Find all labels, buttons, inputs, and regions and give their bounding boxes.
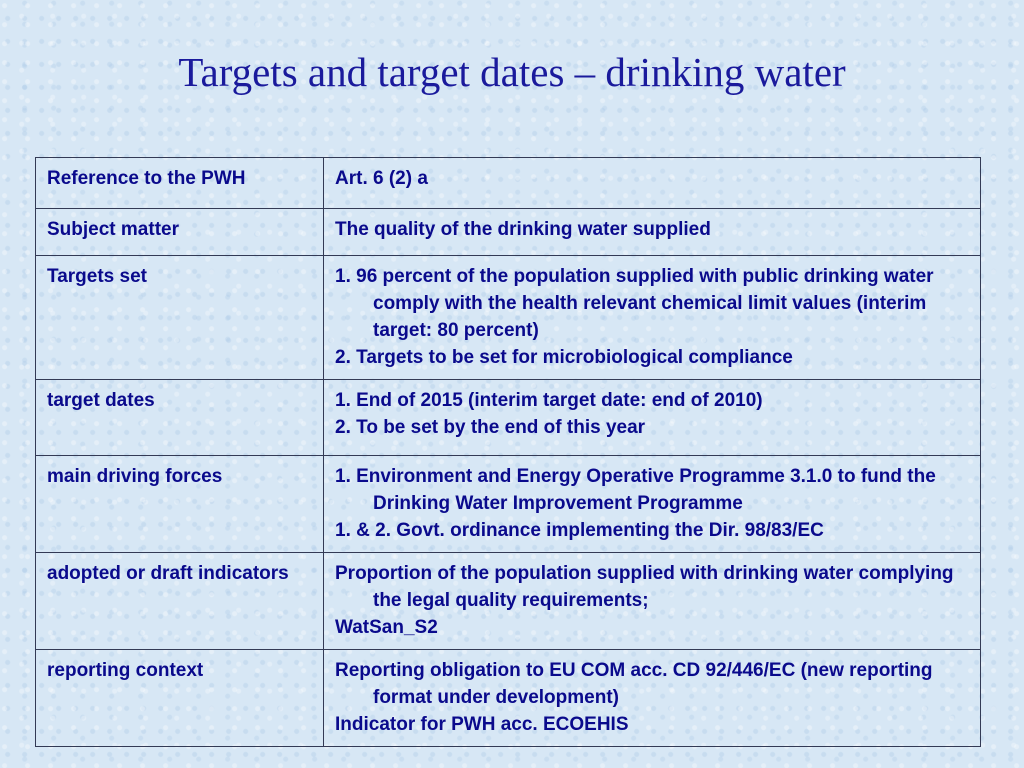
row-label: Reference to the PWH (35, 157, 324, 209)
table-row: Subject matter The quality of the drinki… (35, 208, 981, 256)
row-value: Proportion of the population supplied wi… (323, 552, 981, 650)
row-value-line: 1. & 2. Govt. ordinance implementing the… (335, 520, 824, 541)
row-value-line: WatSan_S2 (335, 617, 438, 638)
row-label-text: reporting context (47, 660, 204, 681)
row-label-text: Subject matter (47, 219, 179, 240)
table-row: reporting context Reporting obligation t… (35, 649, 981, 747)
row-value-line: Proportion of the population supplied wi… (335, 563, 954, 611)
row-label-text: Targets set (47, 266, 147, 287)
row-value: 1. 96 percent of the population supplied… (323, 255, 981, 380)
row-value-line: Reporting obligation to EU COM acc. CD 9… (335, 660, 933, 708)
row-label-text: adopted or draft indicators (47, 563, 289, 584)
row-label-text: Reference to the PWH (47, 168, 246, 189)
row-label: Subject matter (35, 208, 324, 256)
row-label: main driving forces (35, 455, 324, 553)
table-row: main driving forces 1. Environment and E… (35, 455, 981, 553)
table-row: Targets set 1. 96 percent of the populat… (35, 255, 981, 380)
table-row: target dates 1. End of 2015 (interim tar… (35, 379, 981, 456)
row-value-line: 1. 96 percent of the population supplied… (335, 266, 934, 341)
row-value-line: Art. 6 (2) a (335, 168, 428, 189)
slide-title: Targets and target dates – drinking wate… (178, 49, 846, 95)
info-table: Reference to the PWH Art. 6 (2) a Subjec… (35, 157, 981, 747)
row-label-text: target dates (47, 390, 155, 411)
row-label-text: main driving forces (47, 466, 223, 487)
row-value-line: 1. End of 2015 (interim target date: end… (335, 390, 763, 411)
table-row: adopted or draft indicators Proportion o… (35, 552, 981, 650)
row-value-line: Indicator for PWH acc. ECOEHIS (335, 714, 629, 735)
row-label: adopted or draft indicators (35, 552, 324, 650)
row-value: The quality of the drinking water suppli… (323, 208, 981, 256)
row-value-line: The quality of the drinking water suppli… (335, 219, 711, 240)
row-value-line: 2. To be set by the end of this year (335, 417, 646, 438)
row-label: Targets set (35, 255, 324, 380)
row-value: 1. End of 2015 (interim target date: end… (323, 379, 981, 456)
row-label: reporting context (35, 649, 324, 747)
row-value: 1. Environment and Energy Operative Prog… (323, 455, 981, 553)
row-value: Art. 6 (2) a (323, 157, 981, 209)
row-value-line: 2. Targets to be set for microbiological… (335, 347, 793, 368)
row-value-line: 1. Environment and Energy Operative Prog… (335, 466, 936, 514)
row-value: Reporting obligation to EU COM acc. CD 9… (323, 649, 981, 747)
table-row: Reference to the PWH Art. 6 (2) a (35, 157, 981, 209)
row-label: target dates (35, 379, 324, 456)
